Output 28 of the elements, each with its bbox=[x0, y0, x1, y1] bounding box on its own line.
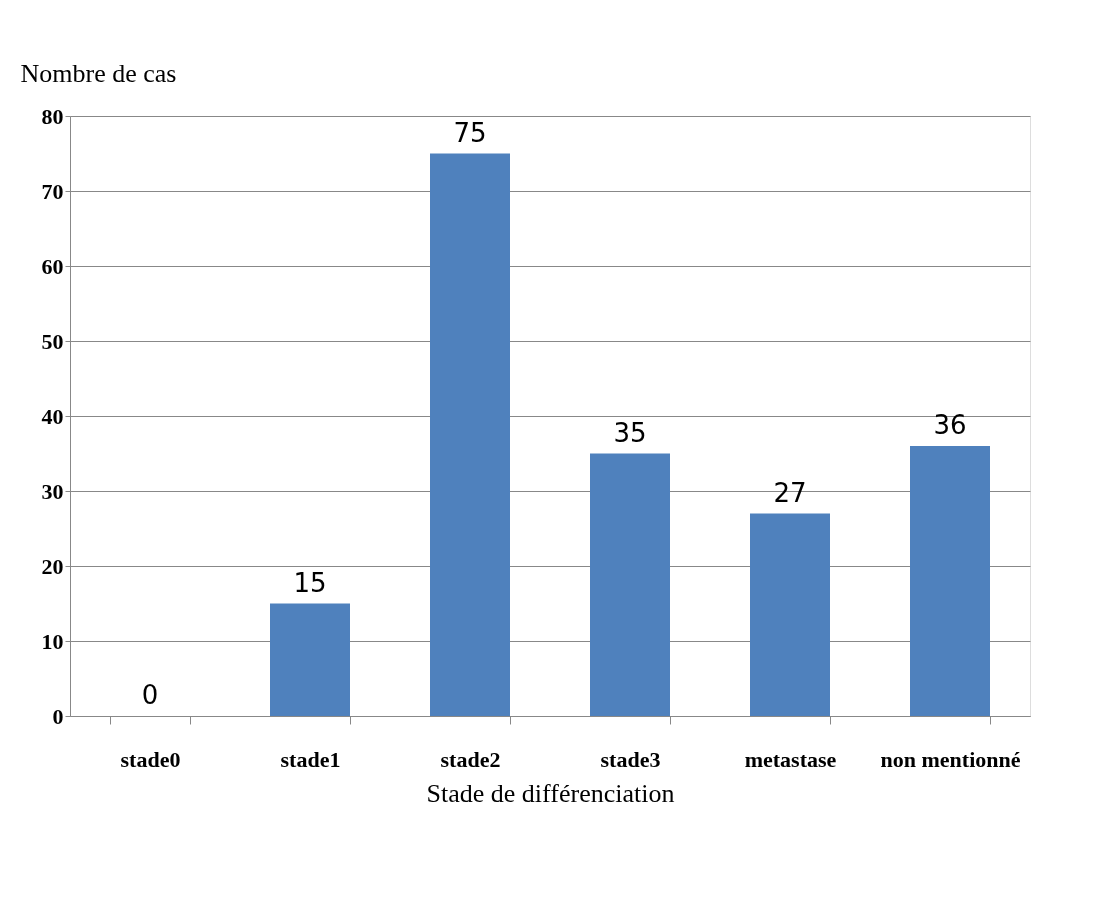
bar bbox=[430, 153, 510, 716]
x-tick-label: stade3 bbox=[600, 746, 661, 772]
y-tick-label: 0 bbox=[52, 703, 64, 729]
x-tick-label: stade1 bbox=[280, 746, 341, 772]
x-axis-title: Stade de différenciation bbox=[426, 778, 675, 808]
x-tick-label: metastase bbox=[744, 746, 837, 772]
y-tick-label: 80 bbox=[41, 103, 64, 129]
y-tick-label: 20 bbox=[41, 553, 64, 579]
y-tick-label: 40 bbox=[41, 403, 64, 429]
x-tick-label: stade0 bbox=[120, 746, 181, 772]
data-label: 0 bbox=[141, 680, 159, 710]
y-tick-label: 10 bbox=[41, 628, 64, 654]
y-axis-title: Nombre de cas bbox=[20, 58, 177, 88]
bar bbox=[750, 513, 830, 716]
y-tick-label: 60 bbox=[41, 253, 64, 279]
x-tick-label: stade2 bbox=[440, 746, 501, 772]
data-label: 36 bbox=[933, 410, 967, 440]
bar bbox=[910, 446, 990, 716]
bar bbox=[590, 453, 670, 716]
x-tick-label: non mentionné bbox=[880, 746, 1021, 772]
bar bbox=[270, 603, 350, 716]
y-tick-label: 50 bbox=[41, 328, 64, 354]
y-tick-label: 30 bbox=[41, 478, 64, 504]
data-label: 75 bbox=[453, 117, 487, 148]
data-label: 35 bbox=[613, 417, 647, 448]
data-label: 15 bbox=[293, 567, 327, 598]
y-tick-label: 70 bbox=[41, 178, 64, 204]
data-label: 27 bbox=[773, 477, 807, 508]
